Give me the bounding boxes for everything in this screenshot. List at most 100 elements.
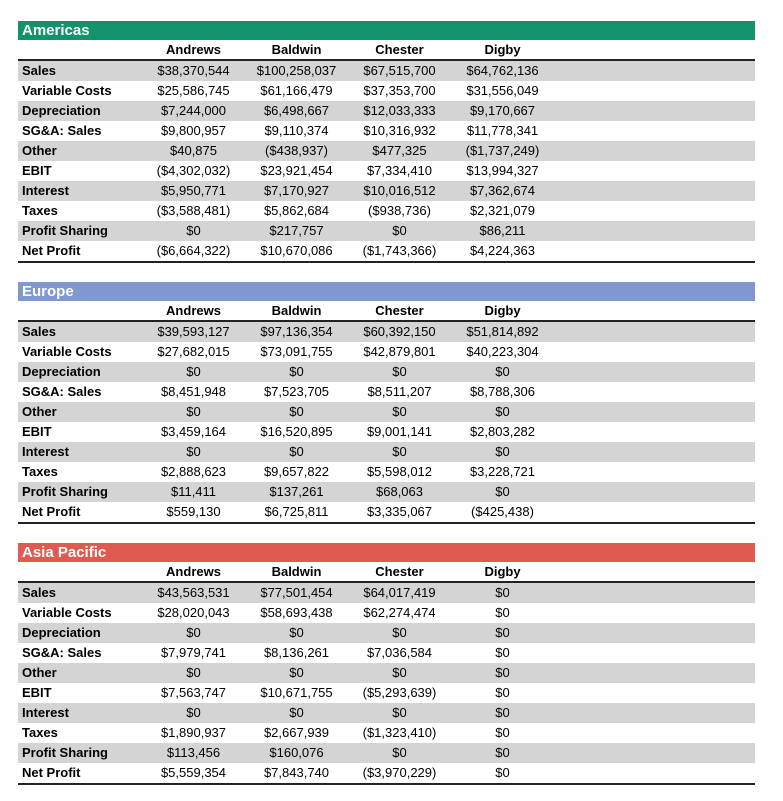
- cell-value: $58,693,438: [260, 605, 333, 620]
- table-row: Net Profit $5,559,354 $7,843,740 ($3,970,22…: [18, 763, 755, 785]
- cell-value: $9,001,141: [366, 424, 433, 439]
- table-row: Sales $38,370,544 $100,258,037 $67,515,700 $…: [18, 61, 755, 81]
- cell-value: ($438,937): [265, 143, 328, 158]
- column-header: Baldwin: [271, 42, 322, 57]
- cell-value: $7,523,705: [263, 384, 330, 399]
- cell-value: $16,520,895: [260, 424, 333, 439]
- table-row: Net Profit $559,130 $6,725,811 $3,335,067 ($…: [18, 502, 755, 524]
- cell-value: $10,670,086: [260, 243, 333, 258]
- cell-value: $0: [495, 605, 510, 620]
- cell-value: $37,353,700: [363, 83, 436, 98]
- cell-value: $160,076: [269, 745, 324, 760]
- cell-value: $64,762,136: [466, 63, 539, 78]
- cell-value: $559,130: [166, 504, 221, 519]
- cell-value: $31,556,049: [466, 83, 539, 98]
- cell-value: $3,228,721: [469, 464, 536, 479]
- row-label: Other: [22, 404, 57, 419]
- cell-value: $0: [495, 645, 510, 660]
- cell-value: $42,879,801: [363, 344, 436, 359]
- cell-value: $68,063: [376, 484, 423, 499]
- column-header-row: Andrews Baldwin Chester Digby: [18, 40, 755, 61]
- cell-value: $97,136,354: [260, 324, 333, 339]
- cell-value: $11,778,341: [466, 123, 539, 138]
- cell-value: $3,459,164: [160, 424, 227, 439]
- row-label: Net Profit: [22, 243, 81, 258]
- cell-value: $1,890,937: [160, 725, 227, 740]
- row-label: Taxes: [22, 203, 58, 218]
- cell-value: $100,258,037: [256, 63, 337, 78]
- column-header: Baldwin: [271, 564, 322, 579]
- row-label: Interest: [22, 705, 69, 720]
- column-header: Andrews: [166, 303, 221, 318]
- cell-value: $10,016,512: [363, 183, 436, 198]
- table-row: SG&A: Sales $9,800,957 $9,110,374 $10,316,9…: [18, 121, 755, 141]
- column-header: Baldwin: [271, 303, 322, 318]
- cell-value: ($3,588,481): [156, 203, 231, 218]
- cell-value: $0: [186, 444, 201, 459]
- cell-value: $23,921,454: [260, 163, 333, 178]
- cell-value: ($1,743,366): [362, 243, 437, 258]
- cell-value: $0: [392, 745, 407, 760]
- table-row: Sales $39,593,127 $97,136,354 $60,392,150 $5…: [18, 322, 755, 342]
- table-row: Depreciation $0 $0 $0 $0: [18, 623, 755, 643]
- cell-value: $0: [186, 665, 201, 680]
- row-label: Variable Costs: [22, 83, 112, 98]
- cell-value: $0: [392, 444, 407, 459]
- cell-value: $9,110,374: [264, 123, 329, 138]
- cell-value: $0: [186, 625, 201, 640]
- cell-value: $25,586,745: [157, 83, 230, 98]
- cell-value: $61,166,479: [260, 83, 333, 98]
- row-label: Net Profit: [22, 504, 81, 519]
- header-spacer: [18, 301, 142, 320]
- row-label: Sales: [22, 585, 56, 600]
- cell-value: $6,725,811: [264, 504, 329, 519]
- cell-value: $51,814,892: [466, 324, 539, 339]
- cell-value: $0: [495, 585, 510, 600]
- cell-value: ($1,323,410): [362, 725, 437, 740]
- table-row: Sales $43,563,531 $77,501,454 $64,017,419 $0: [18, 583, 755, 603]
- cell-value: $0: [392, 364, 407, 379]
- table-row: Interest $5,950,771 $7,170,927 $10,016,512 $…: [18, 181, 755, 201]
- region-table-europe: Europe Andrews Baldwin Chester Digby Sales $39…: [18, 282, 755, 524]
- cell-value: $0: [495, 665, 510, 680]
- table-row: Interest $0 $0 $0 $0: [18, 442, 755, 462]
- cell-value: ($6,664,322): [156, 243, 231, 258]
- cell-value: $0: [392, 665, 407, 680]
- cell-value: $0: [495, 725, 510, 740]
- cell-value: $477,325: [372, 143, 427, 158]
- cell-value: $7,362,674: [469, 183, 536, 198]
- cell-value: $5,559,354: [160, 765, 227, 780]
- cell-value: $7,979,741: [160, 645, 227, 660]
- region-table-americas: Americas Andrews Baldwin Chester Digby Sales $…: [18, 21, 755, 263]
- row-label: Profit Sharing: [22, 745, 108, 760]
- cell-value: $8,136,261: [263, 645, 330, 660]
- row-label: Taxes: [22, 725, 58, 740]
- row-label: Other: [22, 665, 57, 680]
- row-label: Variable Costs: [22, 344, 112, 359]
- row-label: SG&A: Sales: [22, 645, 102, 660]
- row-label: SG&A: Sales: [22, 123, 102, 138]
- cell-value: $7,334,410: [366, 163, 433, 178]
- row-label: Taxes: [22, 464, 58, 479]
- row-label: Depreciation: [22, 364, 101, 379]
- cell-value: $0: [495, 765, 510, 780]
- column-header: Chester: [375, 303, 424, 318]
- table-row: Taxes ($3,588,481) $5,862,684 ($938,736) $2,…: [18, 201, 755, 221]
- table-row: Depreciation $7,244,000 $6,498,667 $12,033,…: [18, 101, 755, 121]
- cell-value: $27,682,015: [157, 344, 230, 359]
- cell-value: $0: [289, 625, 304, 640]
- cell-value: $2,888,623: [160, 464, 227, 479]
- row-label: EBIT: [22, 685, 52, 700]
- table-row: EBIT $7,563,747 $10,671,755 ($5,293,639) $0: [18, 683, 755, 703]
- row-label: Sales: [22, 324, 56, 339]
- cell-value: $7,843,740: [263, 765, 330, 780]
- region-title: Europe: [18, 282, 755, 301]
- row-label: Other: [22, 143, 57, 158]
- cell-value: $10,671,755: [260, 685, 333, 700]
- cell-value: $0: [495, 364, 510, 379]
- cell-value: $5,950,771: [160, 183, 227, 198]
- cell-value: $77,501,454: [260, 585, 333, 600]
- row-label: Interest: [22, 183, 69, 198]
- table-row: Taxes $1,890,937 $2,667,939 ($1,323,410) $0: [18, 723, 755, 743]
- cell-value: ($938,736): [368, 203, 431, 218]
